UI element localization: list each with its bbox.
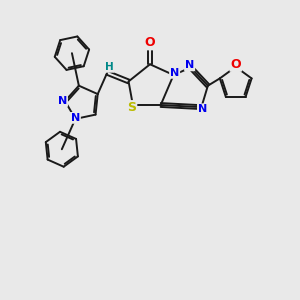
- Text: H: H: [105, 62, 114, 72]
- Text: N: N: [58, 96, 67, 106]
- Text: O: O: [230, 58, 241, 71]
- Text: N: N: [170, 68, 179, 78]
- Text: S: S: [127, 101, 136, 114]
- Text: N: N: [185, 60, 194, 70]
- Text: O: O: [145, 36, 155, 50]
- Text: N: N: [198, 104, 207, 114]
- Text: N: N: [71, 113, 80, 123]
